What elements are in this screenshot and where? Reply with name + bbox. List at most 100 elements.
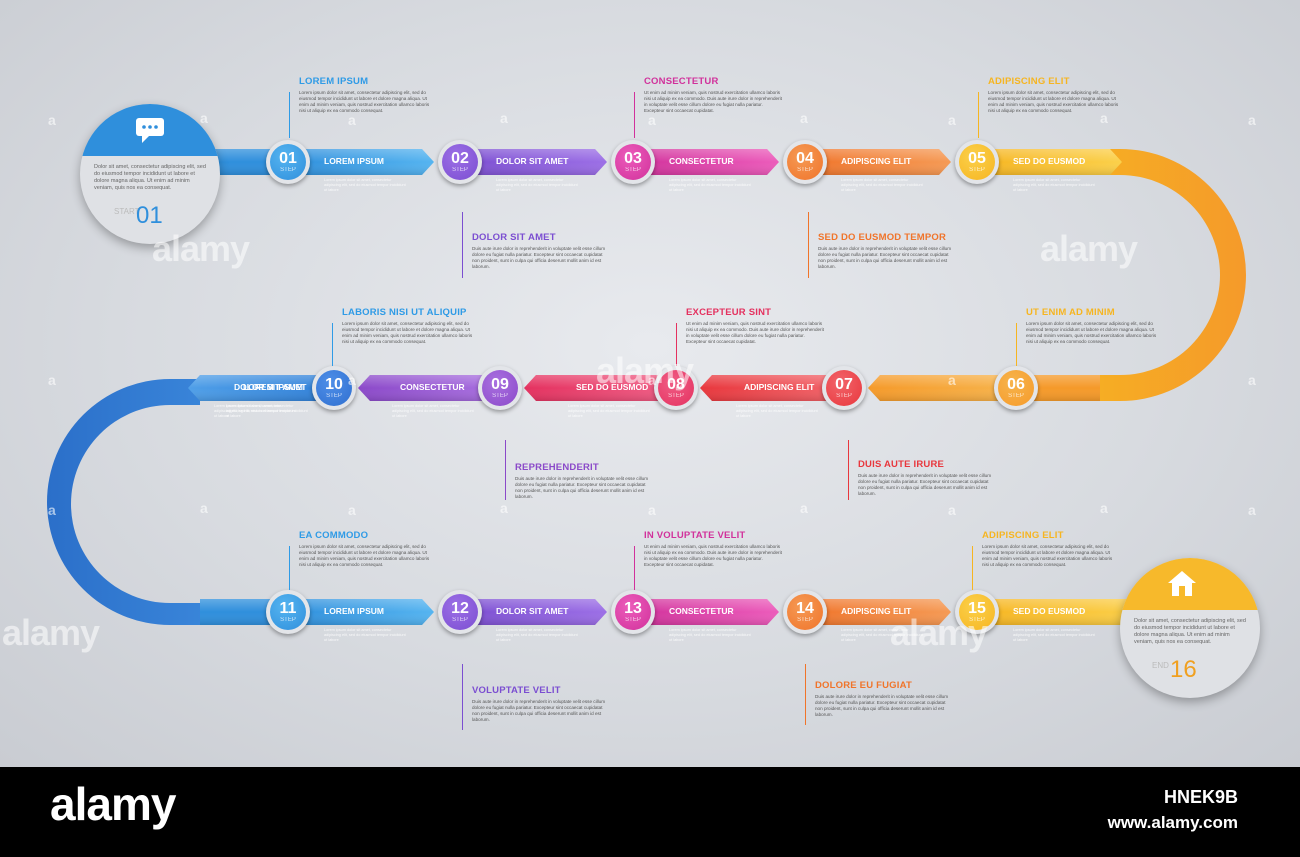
callout-title: UT ENIM AD MINIM (1026, 307, 1115, 318)
callout-text: Ut enim ad minim veniam, quis nostrud ex… (644, 90, 782, 113)
callout-connector (505, 440, 506, 500)
watermark-mark: a (48, 502, 56, 518)
infographic-canvas: Dolor sit amet, consectetur adipiscing e… (0, 0, 1300, 767)
step-number: 11 (279, 600, 297, 617)
step-node-03[interactable]: 03 STEP (611, 140, 655, 184)
watermark-mark: a (1100, 110, 1108, 126)
step-text-07: Lorem ipsum dolor sit amet, consectetur … (736, 404, 818, 418)
watermark-mark: a (1248, 502, 1256, 518)
step-caption: STEP (625, 617, 641, 623)
callout-text: Lorem ipsum dolor sit amet, consectetur … (342, 321, 473, 344)
step-band-03-shine (633, 149, 779, 175)
callout-text: Lorem ipsum dolor sit amet, consectetur … (299, 544, 430, 567)
watermark-mark: a (1248, 372, 1256, 388)
end-label: END (1152, 661, 1169, 670)
step-node-15[interactable]: 15 STEP (955, 590, 999, 634)
step-number: 01 (279, 150, 297, 167)
step-text-02: Lorem ipsum dolor sit amet, consectetur … (496, 178, 578, 192)
step-number: 09 (491, 376, 509, 393)
step-text-04: Lorem ipsum dolor sit amet, consectetur … (841, 178, 923, 192)
step-caption: STEP (625, 167, 641, 173)
footer-image-id: HNEK9B (1163, 787, 1238, 807)
step-caption: STEP (969, 167, 985, 173)
step-band-08-shine (524, 375, 676, 401)
step-number: 05 (968, 150, 986, 167)
callout-connector (634, 546, 635, 590)
callout-title: EA COMMODO (299, 530, 369, 541)
step-label-15: SED DO EUSMOD (1013, 606, 1086, 616)
step-label-03: CONSECTETUR (669, 156, 734, 166)
callout-connector (978, 92, 979, 138)
step-node-10[interactable]: 10 STEP (312, 366, 356, 410)
step-node-07[interactable]: 07 STEP (822, 366, 866, 410)
step-node-13[interactable]: 13 STEP (611, 590, 655, 634)
callout-text: Lorem ipsum dolor sit amet, consectetur … (982, 544, 1113, 567)
step-caption: STEP (280, 617, 296, 623)
callout-connector (805, 664, 806, 725)
step-label-11: LOREM IPSUM (324, 606, 384, 616)
step-number: 10 (325, 376, 343, 393)
callout-text: Ut enim ad minim veniam, quis nostrud ex… (644, 544, 782, 567)
callout-text: Ut enim ad minim veniam, quis nostrud ex… (686, 321, 824, 344)
callout-connector (848, 440, 849, 500)
callout-title: CONSECTETUR (644, 76, 719, 87)
step-node-circle: 04 STEP (787, 144, 823, 180)
watermark-mark: a (200, 110, 208, 126)
step-band-07-shine (700, 375, 844, 401)
callout-text: Lorem ipsum dolor sit amet, consectetur … (299, 90, 430, 113)
callout-title: REPREHENDERIT (515, 462, 599, 473)
step-band-06-shine (868, 375, 1016, 401)
callout-title: LABORIS NISI UT ALIQUIP (342, 307, 467, 318)
callout-title: SED DO EUSMOD TEMPOR (818, 232, 947, 243)
watermark-mark: a (948, 112, 956, 128)
step-node-14[interactable]: 14 STEP (783, 590, 827, 634)
step-node-01[interactable]: 01 STEP (266, 140, 310, 184)
step-node-06[interactable]: 06 STEP (994, 366, 1038, 410)
callout-title: IN VOLUPTATE VELIT (644, 530, 746, 541)
step-label-09: CONSECTETUR (400, 382, 465, 392)
step-node-circle: 11 STEP (270, 594, 306, 630)
step-label-04: ADIPISCING ELIT (841, 156, 912, 166)
step-band-05-shine (977, 149, 1122, 175)
step-number: 07 (835, 376, 853, 393)
step-number: 04 (796, 150, 814, 167)
watermark-mark: a (948, 502, 956, 518)
watermark-text: alamy (1040, 228, 1138, 269)
watermark-text: alamy (152, 228, 250, 269)
watermark-mark: a (800, 110, 808, 126)
step-node-circle: 01 STEP (270, 144, 306, 180)
step-node-09[interactable]: 09 STEP (478, 366, 522, 410)
callout-text: Duis aute irure dolor in reprehenderit i… (815, 694, 949, 717)
start-label: START (114, 207, 140, 216)
watermark-mark: a (48, 372, 56, 388)
step-node-05[interactable]: 05 STEP (955, 140, 999, 184)
step-band-13-shine (633, 599, 779, 625)
callout-text: Duis aute irure dolor in reprehenderit i… (472, 246, 606, 269)
step-number: 06 (1007, 376, 1025, 393)
callout-title: VOLUPTATE VELIT (472, 685, 561, 696)
watermark-mark: a (500, 110, 508, 126)
step-caption: STEP (797, 167, 813, 173)
watermark-mark: a (648, 372, 656, 388)
step-node-08[interactable]: 08 STEP (654, 366, 698, 410)
step-label-05: SED DO EUSMOD (1013, 156, 1086, 166)
callout-text: Lorem ipsum dolor sit amet, consectetur … (1026, 321, 1157, 344)
step-label-08: SED DO EUSMOD (576, 382, 649, 392)
step-node-11[interactable]: 11 STEP (266, 590, 310, 634)
step-text-03: Lorem ipsum dolor sit amet, consectetur … (669, 178, 751, 192)
watermark-mark: a (1248, 112, 1256, 128)
step-label-07: ADIPISCING ELIT (744, 382, 815, 392)
start-cap-header (80, 104, 220, 156)
callout-connector (289, 546, 290, 590)
step-number: 14 (796, 600, 814, 617)
end-cap: Dolor sit amet, consectetur adipiscing e… (1120, 558, 1260, 698)
step-node-04[interactable]: 04 STEP (783, 140, 827, 184)
end-cap-header (1120, 558, 1260, 610)
step-node-circle: 06 STEP (998, 370, 1034, 406)
step-node-02[interactable]: 02 STEP (438, 140, 482, 184)
step-number: 13 (624, 600, 642, 617)
step-number: 15 (968, 600, 986, 617)
step-node-12[interactable]: 12 STEP (438, 590, 482, 634)
watermark-mark: a (48, 112, 56, 128)
step-text-01: Lorem ipsum dolor sit amet, consectetur … (324, 178, 406, 192)
